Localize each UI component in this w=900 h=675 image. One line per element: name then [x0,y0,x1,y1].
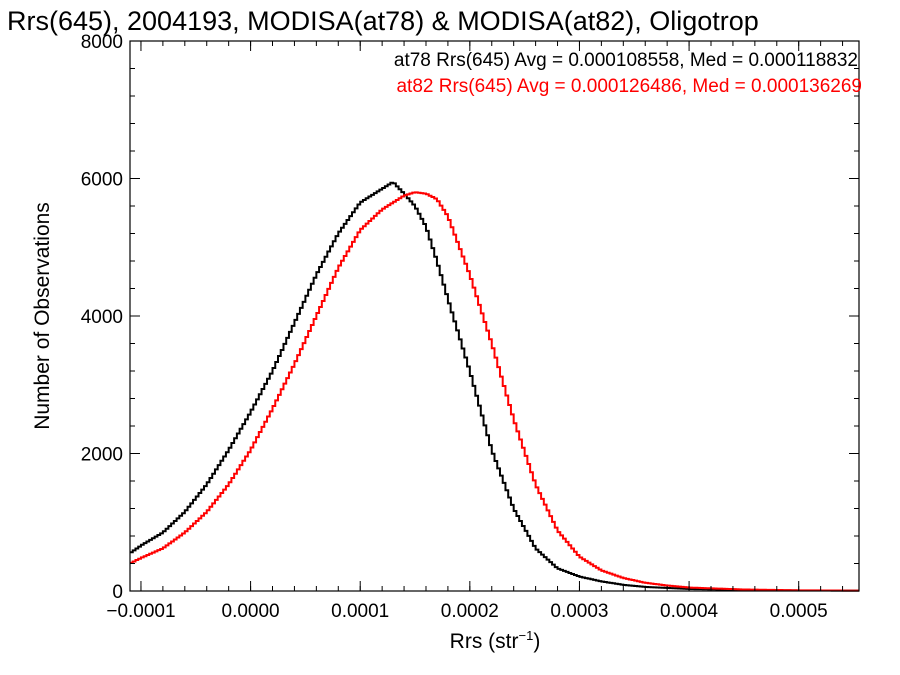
series-line-0 [130,181,859,592]
y-tick-label: 2000 [81,445,123,466]
y-tick-label: 8000 [81,32,123,53]
x-tick-label: 0.0002 [441,601,499,622]
x-tick-label: 0.0001 [331,601,389,622]
plot-frame [129,40,860,592]
annotation-at82: at82 Rrs(645) Avg = 0.000126486, Med = 0… [396,76,862,97]
series-line-1 [130,191,859,592]
chart-title: Rrs(645), 2004193, MODISA(at78) & MODISA… [7,6,759,36]
annotation-at78: at78 Rrs(645) Avg = 0.000108558, Med = 0… [394,50,858,71]
y-tick-label: 0 [112,582,123,603]
y-axis-label: Number of Observations [31,202,54,430]
series-group [130,181,859,592]
x-tick-label: 0.0000 [222,601,280,622]
x-axis: −0.0001 0.0000 0.0001 0.0002 0.0003 0.0004 0.0… [106,41,844,622]
y-tick-label: 4000 [81,307,123,328]
x-tick-label: 0.0004 [660,601,719,622]
x-axis-label: Rrs (str−1) [450,628,541,653]
x-tick-label: 0.0005 [770,601,828,622]
y-axis: 0 2000 4000 6000 8000 [81,32,859,603]
x-tick-label: 0.0003 [550,601,608,622]
y-tick-label: 6000 [81,170,123,191]
x-tick-label: −0.0001 [106,601,175,622]
